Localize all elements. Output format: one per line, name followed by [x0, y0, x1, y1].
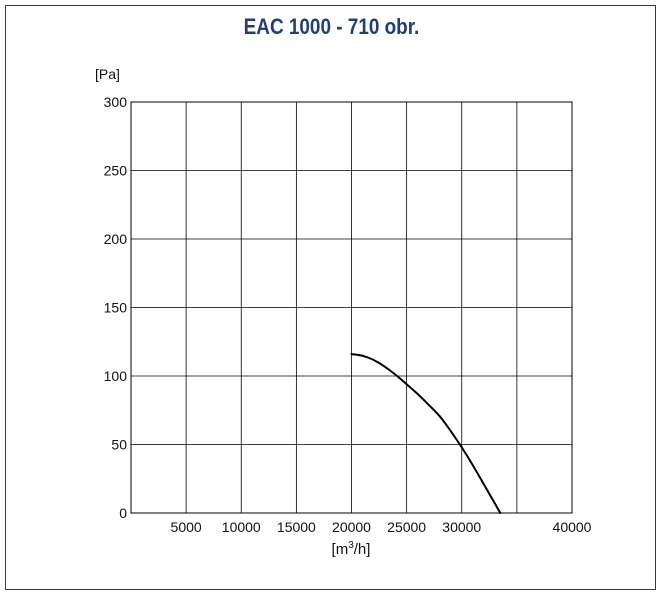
x-axis-label: [m3/h] [332, 540, 371, 558]
fan-curve-point [361, 354, 364, 357]
fan-curve-point [383, 365, 386, 368]
fan-curve-point [427, 403, 430, 406]
chart-title: EAC 1000 - 710 obr. [243, 14, 420, 39]
fan-curve-point [499, 512, 502, 514]
x-tick-label: 20000 [332, 519, 371, 535]
y-tick-label: 150 [104, 300, 128, 316]
fan-curve-point [394, 373, 397, 376]
x-tick-label: 25000 [387, 519, 426, 535]
fan-curve-point [460, 446, 463, 449]
x-tick-label: 40000 [553, 519, 592, 535]
fan-curve-point [372, 358, 375, 361]
fan-curve-point [483, 483, 485, 486]
x-tick-label: 5000 [171, 519, 202, 535]
y-tick-label: 0 [119, 505, 127, 521]
fan-curve-point [494, 502, 496, 505]
y-axis-label: [Pa] [95, 66, 120, 82]
fan-curve-line [350, 353, 502, 514]
fan-curve-point [405, 383, 408, 386]
y-tick-label: 300 [104, 94, 128, 110]
fan-curve-point [449, 430, 452, 432]
y-tick-label: 100 [104, 368, 128, 384]
y-tick-label: 200 [104, 231, 128, 247]
y-tick-label: 250 [104, 163, 128, 179]
fan-curve-point [350, 353, 353, 355]
y-tick-label: 50 [111, 437, 127, 453]
x-tick-label: 10000 [222, 519, 261, 535]
x-tick-label: 30000 [442, 519, 481, 535]
fan-curve-point [438, 414, 441, 417]
fan-curve-point [416, 393, 419, 395]
fan-curve-point [471, 464, 474, 466]
x-tick-label: 15000 [277, 519, 316, 535]
